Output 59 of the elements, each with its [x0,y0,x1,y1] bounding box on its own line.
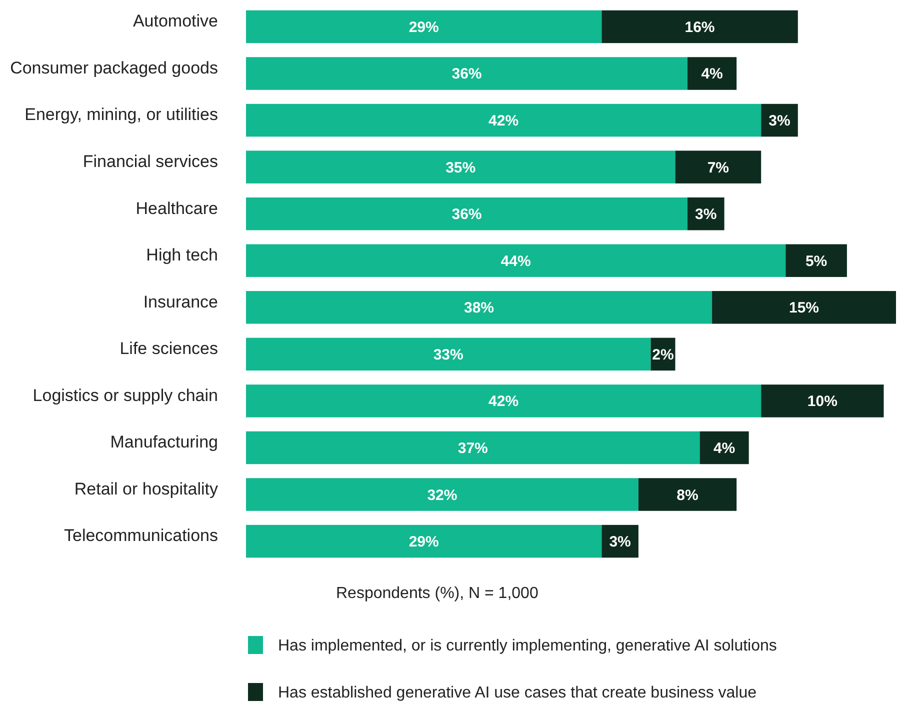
bar [246,244,786,277]
bar [246,10,602,44]
bar [246,524,602,558]
y-tick-label: High tech [146,246,218,265]
data-label: 3% [695,206,717,224]
data-label: 15% [789,300,820,317]
x-axis-title: Respondents (%), N = 1,000 [336,585,538,602]
legend-label: Has established generative AI use cases that create business value [278,684,757,702]
y-tick-label: Automotive [132,12,218,31]
bar [246,478,638,511]
data-label: 7% [707,159,730,176]
data-label: 35% [446,159,476,176]
bar [602,10,798,44]
data-label: 8% [676,486,698,504]
data-label: 16% [684,18,715,36]
data-label: 33% [433,346,464,364]
bar [675,150,762,184]
bar [246,57,688,90]
y-tick-label: Telecommunications [64,526,218,546]
bar [712,291,896,324]
bar [761,384,884,418]
data-label: 4% [713,440,736,457]
bar [246,104,762,137]
bar [246,431,700,464]
bar [246,291,712,324]
data-label: 42% [488,393,519,410]
data-label: 42% [488,112,519,130]
y-tick-label: Energy, mining, or utilities [24,105,218,124]
legend-label: Has implemented, or is currently implementing, generative AI solutions [278,638,777,655]
data-label: 29% [408,18,439,36]
bar [246,338,651,371]
y-tick-label: Logistics or supply chain [32,386,218,405]
bar [246,150,676,184]
y-tick-label: Insurance [143,292,218,312]
bar [246,197,688,230]
data-label: 32% [427,486,458,504]
data-label: 3% [768,112,790,130]
bar [246,384,762,418]
y-tick-label: Life sciences [120,339,218,358]
data-label: 37% [458,440,488,457]
data-label: 10% [807,393,838,410]
data-label: 36% [452,206,482,224]
y-tick-label: Financial services [82,152,218,171]
bar [700,431,749,464]
data-label: 2% [652,346,674,364]
data-label: 5% [805,252,828,270]
data-label: 36% [452,66,482,83]
bar [786,244,847,277]
y-tick-label: Healthcare [136,198,218,218]
data-label: 29% [408,534,439,551]
y-tick-label: Consumer packaged goods [10,58,218,78]
data-label: 3% [609,534,631,551]
bar [688,57,737,90]
data-label: 4% [701,66,723,83]
data-label: 44% [500,252,531,270]
y-tick-label: Manufacturing [110,432,218,452]
bar [638,478,737,511]
data-label: 38% [464,300,494,317]
y-tick-label: Retail or hospitality [74,479,218,498]
